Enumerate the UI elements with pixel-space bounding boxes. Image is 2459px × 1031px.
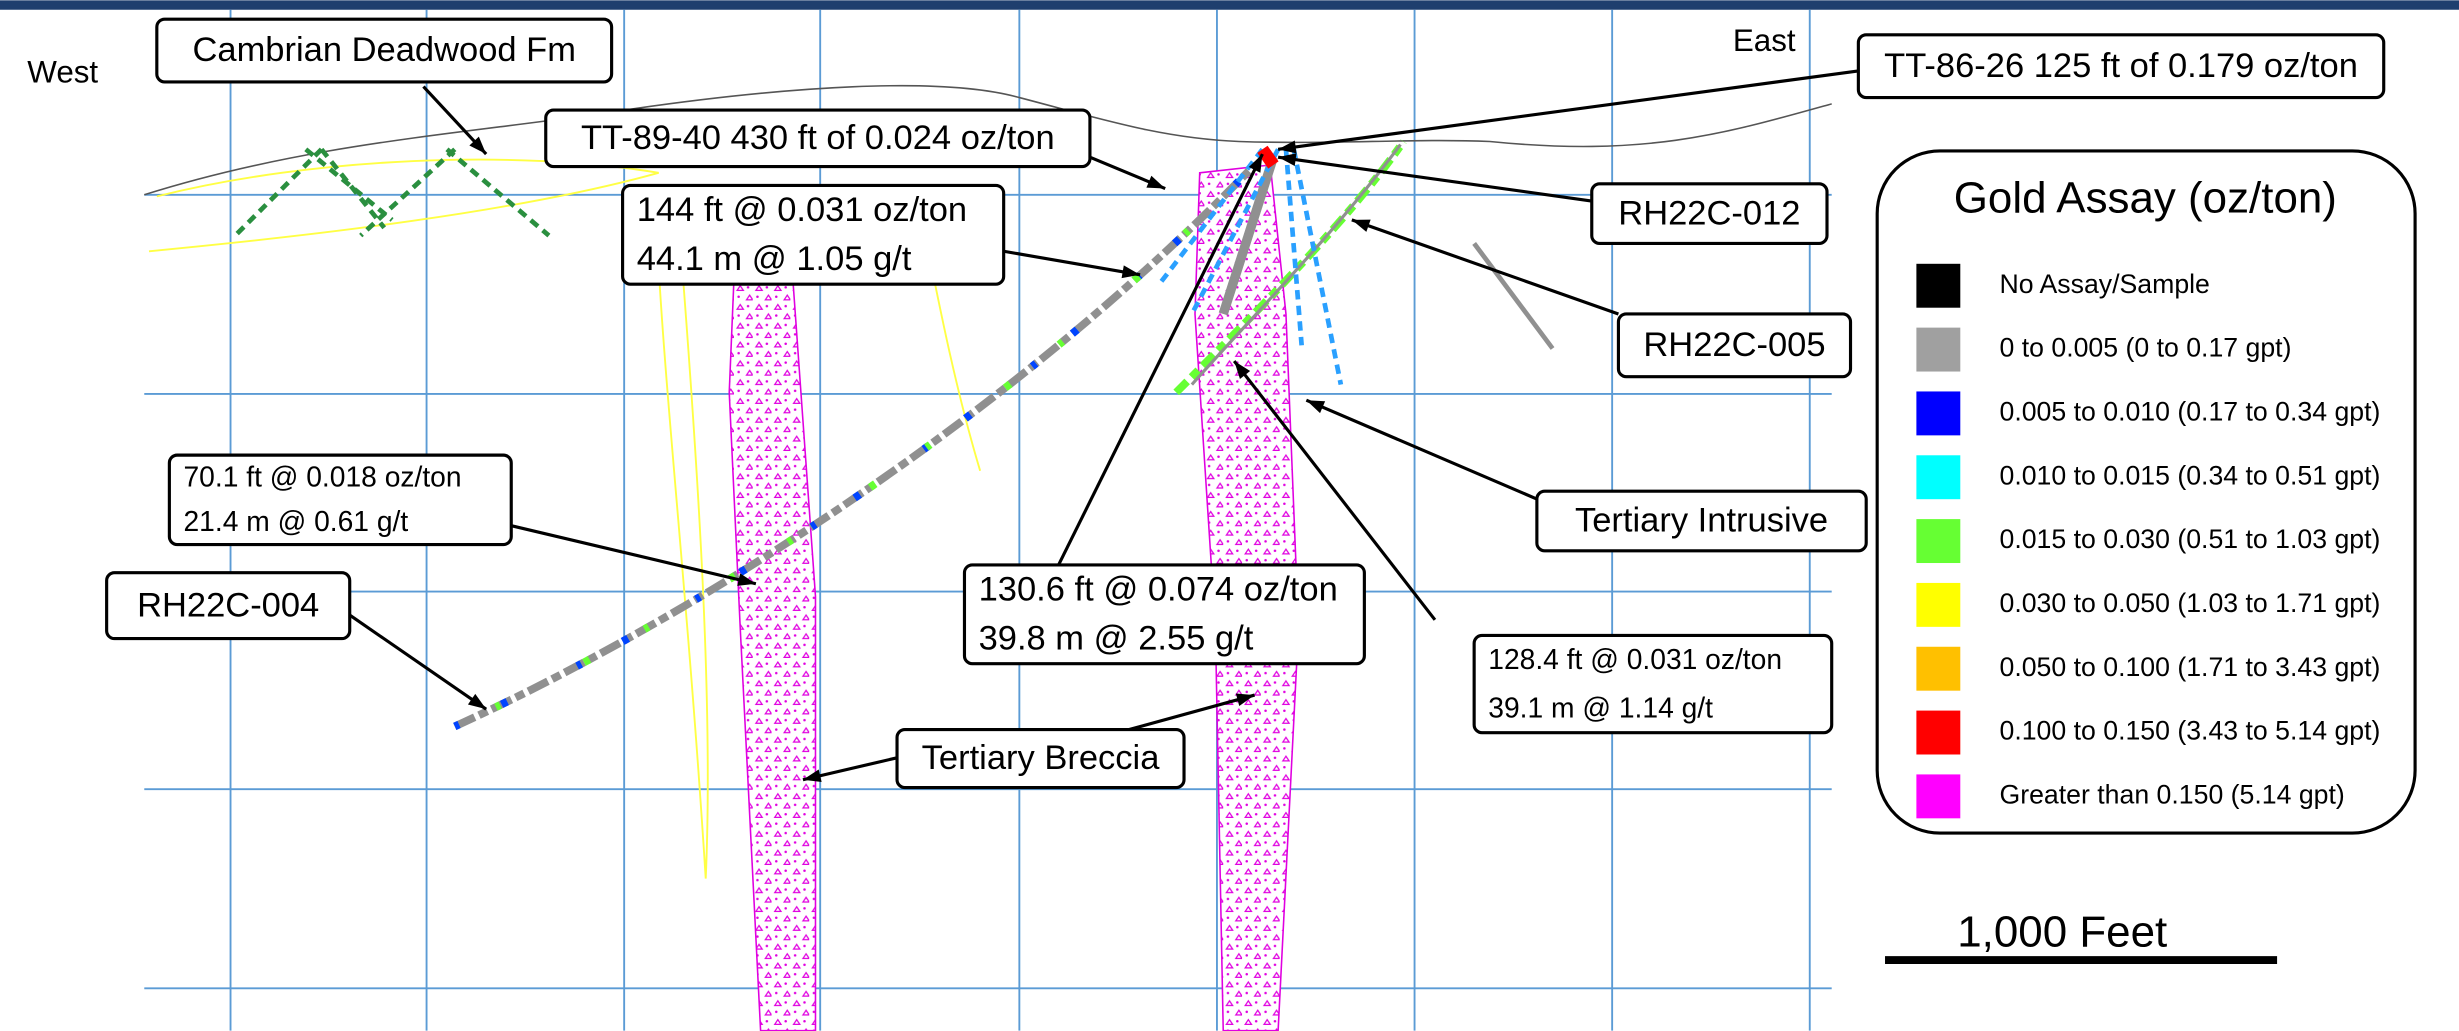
arrow-head xyxy=(468,694,486,709)
callout-arrow xyxy=(350,615,486,709)
legend-swatch xyxy=(1916,519,1960,563)
callout-text: Tertiary Intrusive xyxy=(1575,502,1828,540)
cross-section: West East Cambrian Deadwood Fm TT-89-40 4… xyxy=(0,0,2459,1031)
drill-hole xyxy=(1474,243,1552,348)
legend-label: 0.005 to 0.010 (0.17 to 0.34 gpt) xyxy=(2000,396,2381,426)
callout-text: RH22C-005 xyxy=(1643,326,1825,364)
legend-swatch xyxy=(1916,583,1960,627)
legend-swatch xyxy=(1916,774,1960,818)
callout-arrow xyxy=(511,526,756,584)
callout-arrow xyxy=(1352,220,1619,314)
legend-title: Gold Assay (oz/ton) xyxy=(1954,174,2337,223)
legend-label: No Assay/Sample xyxy=(2000,269,2210,299)
legend-swatch xyxy=(1916,264,1960,308)
legend-label: 0 to 0.005 (0 to 0.17 gpt) xyxy=(2000,333,2292,363)
callout-text: 144 ft @ 0.031 oz/ton xyxy=(637,191,967,229)
callout-text: 130.6 ft @ 0.074 oz/ton xyxy=(979,570,1338,608)
callout-text: RH22C-004 xyxy=(137,586,319,624)
callout-arrow xyxy=(1306,400,1537,499)
legend-label: 0.015 to 0.030 (0.51 to 1.03 gpt) xyxy=(2000,524,2381,554)
breccia-column xyxy=(729,189,815,1031)
top-bar xyxy=(0,0,2459,9)
legend-label: 0.100 to 0.150 (3.43 to 5.14 gpt) xyxy=(2000,716,2381,746)
legend-label: Greater than 0.150 (5.14 gpt) xyxy=(2000,779,2345,809)
callout-text: TT-89-40 430 ft of 0.024 oz/ton xyxy=(581,119,1055,157)
arrow-head xyxy=(1146,176,1165,189)
legend-label: 0.050 to 0.100 (1.71 to 3.43 gpt) xyxy=(2000,652,2381,682)
arrow-head xyxy=(1352,220,1371,232)
callout-text: 44.1 m @ 1.05 g/t xyxy=(637,240,912,278)
callout-text: 70.1 ft @ 0.018 oz/ton xyxy=(183,460,461,492)
callout-text: 39.8 m @ 2.55 g/t xyxy=(979,620,1254,658)
callout-arrow xyxy=(1004,251,1140,275)
legend-swatch xyxy=(1916,328,1960,372)
arrow-head xyxy=(1306,400,1325,413)
legend-swatch xyxy=(1916,711,1960,755)
legend-label: 0.010 to 0.015 (0.34 to 0.51 gpt) xyxy=(2000,460,2381,490)
legend-swatch xyxy=(1916,647,1960,691)
west-label: West xyxy=(27,54,98,89)
callout-text: 39.1 m @ 1.14 g/t xyxy=(1488,691,1713,723)
callout-text: 21.4 m @ 0.61 g/t xyxy=(183,505,408,537)
east-label: East xyxy=(1733,23,1796,58)
callout-text: Tertiary Breccia xyxy=(922,739,1161,777)
legend-label: 0.030 to 0.050 (1.03 to 1.71 gpt) xyxy=(2000,588,2381,618)
callout-arrow xyxy=(1278,71,1858,149)
deadwood-formation xyxy=(149,160,659,252)
callout-text: RH22C-012 xyxy=(1618,194,1800,232)
legend-swatch xyxy=(1916,391,1960,435)
callout-text: TT-86-26 125 ft of 0.179 oz/ton xyxy=(1884,47,2358,85)
dike xyxy=(659,267,708,879)
scale-bar-label: 1,000 Feet xyxy=(1957,908,2167,957)
legend-swatch xyxy=(1916,455,1960,499)
callout-text: 128.4 ft @ 0.031 oz/ton xyxy=(1488,643,1782,675)
callout-text: Cambrian Deadwood Fm xyxy=(192,31,576,69)
drill-hole xyxy=(1262,149,1273,165)
